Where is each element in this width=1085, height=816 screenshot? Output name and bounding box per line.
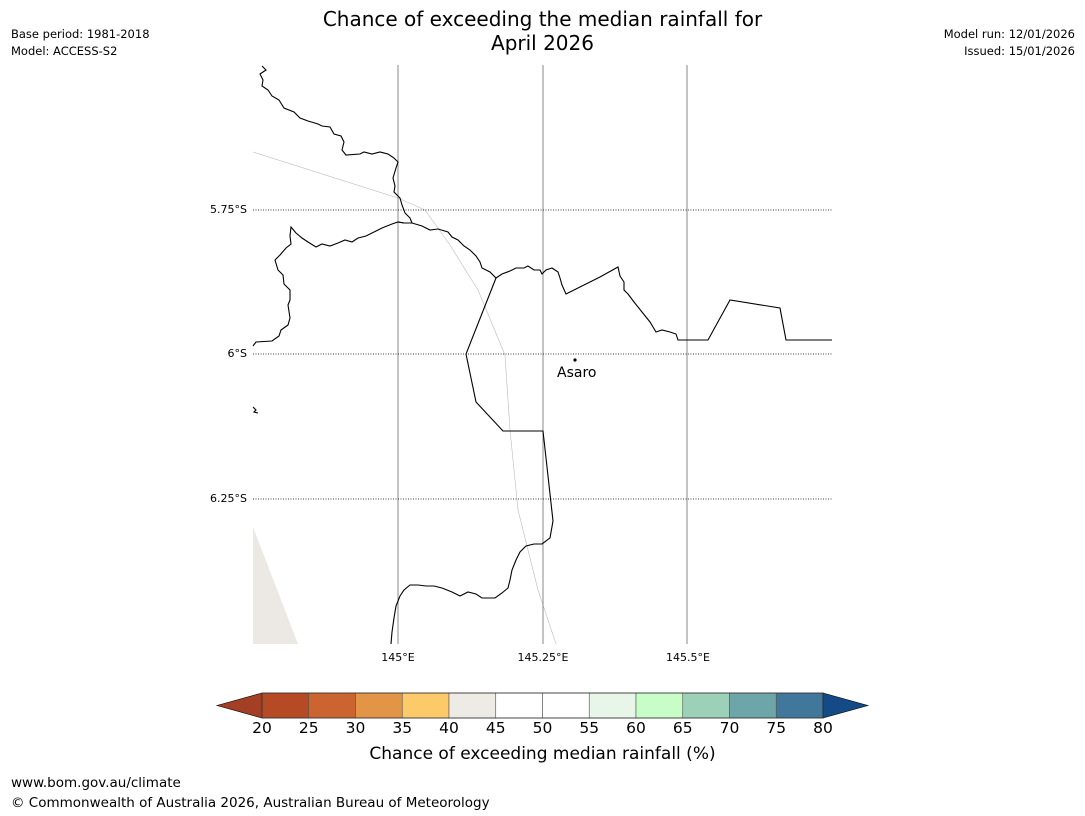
lon-label-145-25: 145.25°E: [517, 651, 569, 664]
colorbar-box-60-65: [635, 692, 684, 719]
colorbar-tick-70: 70: [719, 719, 740, 737]
meta-left: Base period: 1981-2018 Model: ACCESS-S2: [11, 26, 150, 60]
colorbar-label: Chance of exceeding median rainfall (%): [369, 744, 716, 764]
place-label-asaro: Asaro: [557, 365, 597, 381]
title-line-2: April 2026: [491, 31, 594, 55]
footer-url[interactable]: www.bom.gov.au/climate: [11, 775, 181, 791]
faint-boundary: [252, 151, 557, 645]
colorbar-box-65-70: [682, 692, 730, 719]
shaded-region: [253, 527, 298, 644]
lon-label-145-5: 145.5°E: [666, 651, 710, 664]
lat-label-6-25: 6.25°S: [210, 492, 247, 505]
colorbar-box-20-25: [261, 692, 310, 719]
colorbar-tick-75: 75: [766, 719, 787, 737]
title-line-1: Chance of exceeding the median rainfall …: [322, 7, 763, 31]
colorbar-tick-40: 40: [439, 719, 459, 737]
colorbar-tick-80: 80: [813, 719, 833, 737]
colorbar-tick-30: 30: [345, 719, 366, 737]
colorbar-tick-20: 20: [252, 719, 272, 737]
model-name: Model: ACCESS-S2: [11, 44, 118, 58]
issued-date: Issued: 15/01/2026: [964, 44, 1075, 58]
colorbar-tick-45: 45: [485, 719, 506, 737]
colorbar-box-25-30: [308, 692, 356, 719]
colorbar-box-45-50: [495, 692, 543, 719]
colorbar-tick-35: 35: [392, 719, 413, 737]
colorbar-outline: [261, 692, 824, 719]
lat-label-5-75: 5.75°S: [210, 203, 247, 216]
footer-copyright: © Commonwealth of Australia 2026, Austra…: [11, 795, 490, 811]
boundary-stub: [252, 406, 259, 414]
colorbar: [215, 692, 870, 719]
colorbar-box-55-60: [588, 692, 637, 719]
colorbar-tick-60: 60: [626, 719, 646, 737]
model-run: Model run: 12/01/2026: [943, 27, 1075, 41]
colorbar-extend-high: [822, 692, 870, 719]
meta-right: Model run: 12/01/2026 Issued: 15/01/2026: [944, 26, 1075, 60]
colorbar-box-75-80: [775, 692, 824, 719]
colorbar-tick-25: 25: [298, 719, 319, 737]
lon-label-145: 145°E: [381, 651, 415, 664]
colorbar-box-30-35: [355, 692, 403, 719]
base-period: Base period: 1981-2018: [11, 27, 150, 41]
colorbar-box-50-55: [542, 692, 590, 719]
lat-label-6: 6°S: [227, 347, 247, 360]
asaro-marker: [573, 358, 577, 362]
colorbar-tick-50: 50: [532, 719, 553, 737]
district-boundary: [390, 277, 554, 645]
province-boundary-north: [252, 65, 413, 347]
colorbar-box-70-75: [729, 692, 777, 719]
colorbar-tick-55: 55: [579, 719, 600, 737]
colorbar-extend-low: [215, 692, 263, 719]
province-boundary-central: [397, 221, 832, 341]
colorbar-box-35-40: [401, 692, 450, 719]
colorbar-tick-65: 65: [672, 719, 693, 737]
chart-title: Chance of exceeding the median rainfall …: [0, 7, 1085, 55]
colorbar-box-40-45: [448, 692, 497, 719]
